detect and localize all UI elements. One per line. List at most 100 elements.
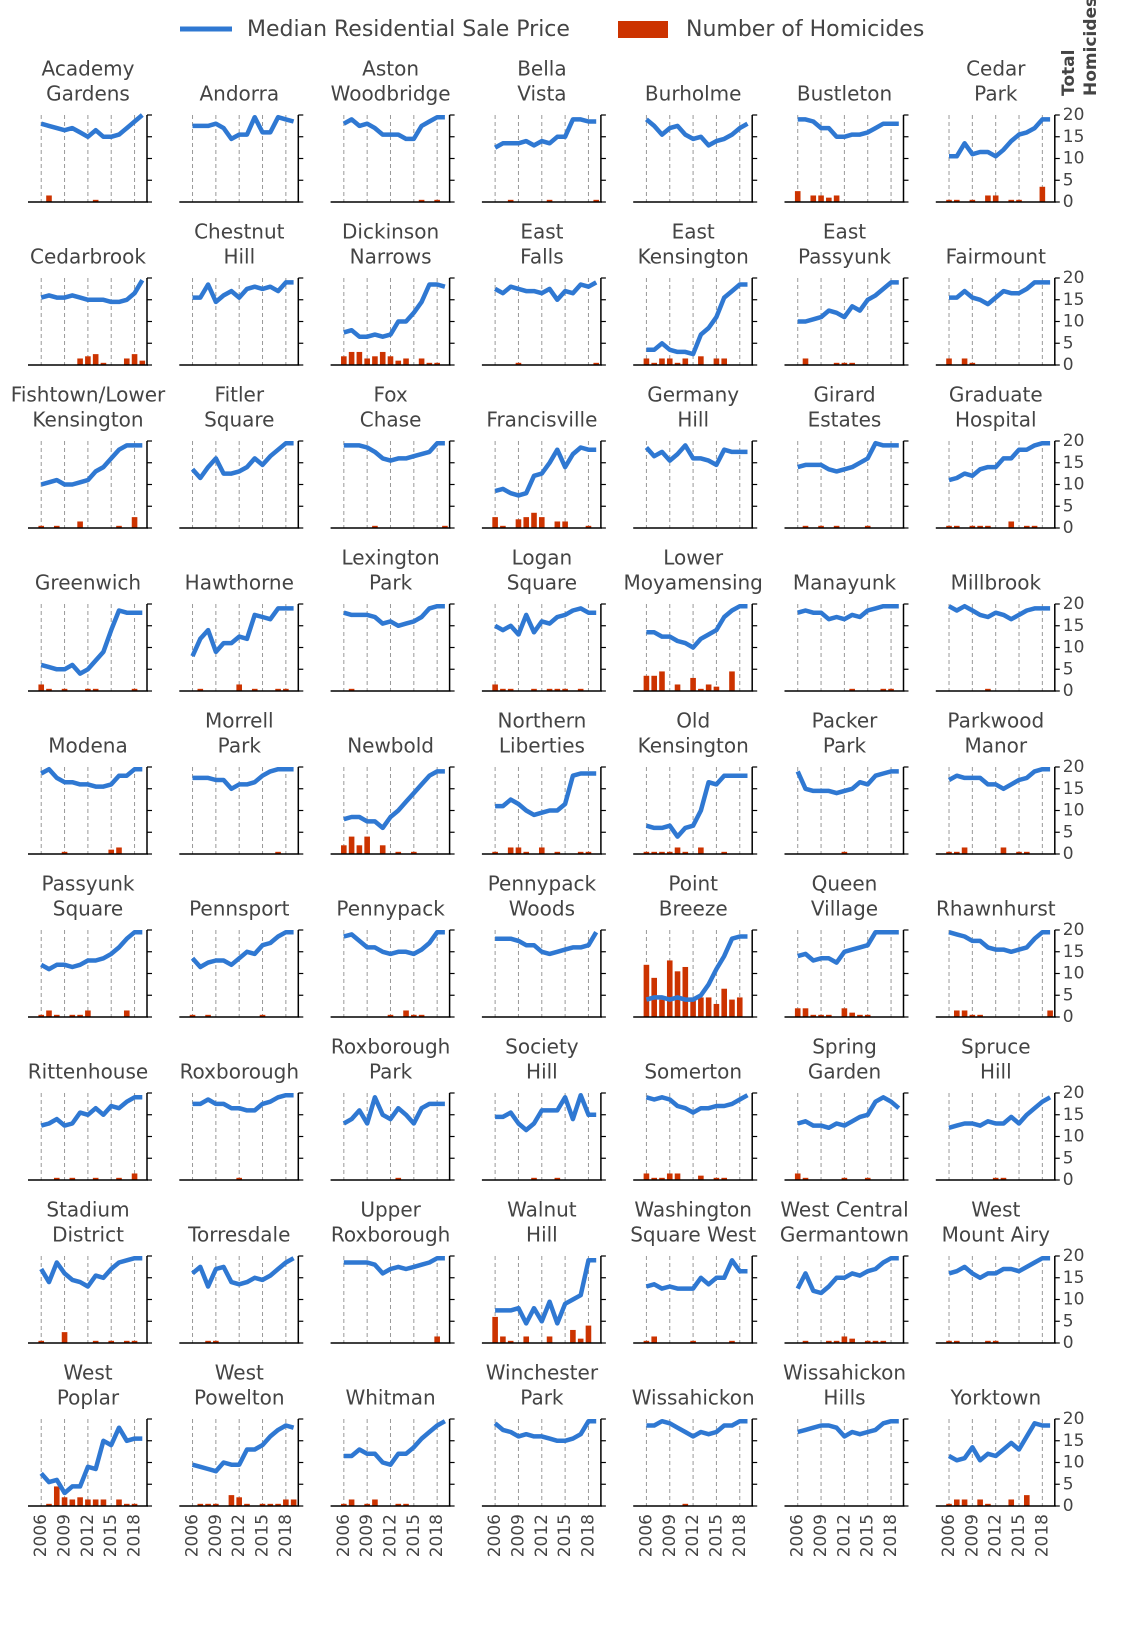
price-line (797, 929, 899, 965)
panel-title: East (520, 220, 563, 244)
bar (818, 525, 824, 528)
bar (969, 1014, 976, 1017)
bar (659, 851, 665, 854)
bar (116, 847, 122, 854)
panel-title: Chestnut (194, 220, 285, 244)
bar (826, 1014, 832, 1017)
panel-title: Germany (647, 383, 739, 407)
bar (77, 521, 83, 528)
bar (131, 1173, 138, 1180)
bar (585, 525, 592, 528)
y-tick-label: 0 (1063, 681, 1074, 701)
bar (38, 1014, 45, 1017)
bar (341, 356, 347, 365)
bar (946, 1503, 952, 1506)
bar (954, 1499, 960, 1506)
panel-title: Stadium (46, 1198, 129, 1222)
y-tick-label: 15 (1063, 779, 1085, 799)
bar (531, 1177, 537, 1180)
y-tick-label: 0 (1063, 518, 1074, 538)
x-tick-label: 2006 (485, 1514, 505, 1557)
price-line (191, 1256, 295, 1289)
panel-title: Dickinson (342, 220, 439, 244)
bar (205, 1503, 211, 1506)
bar (69, 1499, 76, 1506)
bar (500, 688, 506, 691)
bar (418, 358, 425, 365)
bar (864, 1177, 871, 1180)
panel-title: Park (369, 571, 413, 595)
price-line (947, 603, 1051, 622)
bar (651, 1177, 657, 1180)
y-tick-label: 20 (1063, 920, 1085, 940)
bar (507, 199, 514, 202)
bar (395, 1503, 402, 1506)
bar (1008, 521, 1015, 528)
y-tick-label: 10 (1063, 312, 1085, 332)
bar (713, 686, 720, 691)
panel-title: West Central (780, 1198, 908, 1222)
price-line (495, 931, 599, 957)
price-line (192, 114, 295, 142)
bar (348, 1499, 355, 1506)
price-line (343, 282, 446, 339)
bar (267, 1503, 274, 1506)
panel-title: Pennypack (336, 897, 445, 921)
x-tick-label: 2015 (858, 1514, 878, 1557)
panel-title: Powelton (194, 1386, 285, 1410)
bar (92, 688, 99, 691)
price-line (342, 114, 445, 142)
bar (69, 1177, 76, 1180)
bar (849, 1012, 855, 1017)
x-tick-label: 2012 (229, 1514, 249, 1557)
bar (515, 847, 522, 854)
panel-title: Yorktown (949, 1386, 1041, 1410)
bar (802, 525, 809, 528)
bar (348, 351, 355, 365)
price-line (494, 445, 597, 498)
bar (849, 362, 855, 365)
y-tick-label: 20 (1063, 105, 1085, 125)
bar (236, 1177, 242, 1180)
panel-title: Wissahickon (632, 1386, 755, 1410)
x-tick-label: 2018 (1032, 1514, 1052, 1557)
bar (53, 525, 60, 528)
bar (841, 362, 848, 365)
bar (674, 362, 681, 365)
panel-title: Somerton (644, 1060, 742, 1084)
y-tick-label: 15 (1063, 1105, 1085, 1125)
price-line (644, 117, 749, 148)
bar (38, 684, 45, 691)
bar (857, 1014, 863, 1017)
bar (849, 1338, 855, 1343)
bar (395, 851, 402, 854)
panel-title: Hill (677, 408, 709, 432)
bar (682, 358, 689, 365)
price-line (192, 1092, 294, 1113)
price-line (342, 1095, 445, 1126)
price-line (40, 443, 143, 487)
panel-title: Estates (808, 408, 882, 432)
panel-title: Mount Airy (942, 1223, 1051, 1247)
bar (721, 851, 727, 854)
price-line (343, 769, 445, 831)
y-tick-label: 15 (1063, 453, 1085, 473)
y-axis-title: Total (1059, 50, 1079, 96)
bar (833, 362, 840, 365)
bar (434, 1336, 440, 1343)
y-tick-label: 5 (1063, 1474, 1074, 1494)
x-tick-label: 2006 (788, 1514, 808, 1557)
bar (674, 971, 681, 1017)
bar (53, 1486, 60, 1506)
bar (721, 358, 727, 365)
price-line (39, 1255, 143, 1289)
bar (643, 675, 650, 691)
panel-title: Hospital (955, 408, 1037, 432)
bar (131, 1503, 138, 1506)
bar (244, 1503, 250, 1506)
panel-title: Woods (509, 897, 575, 921)
bar (434, 362, 440, 365)
price-line (797, 1095, 901, 1131)
panel-title: Cedar (966, 57, 1026, 81)
bar (507, 688, 514, 691)
